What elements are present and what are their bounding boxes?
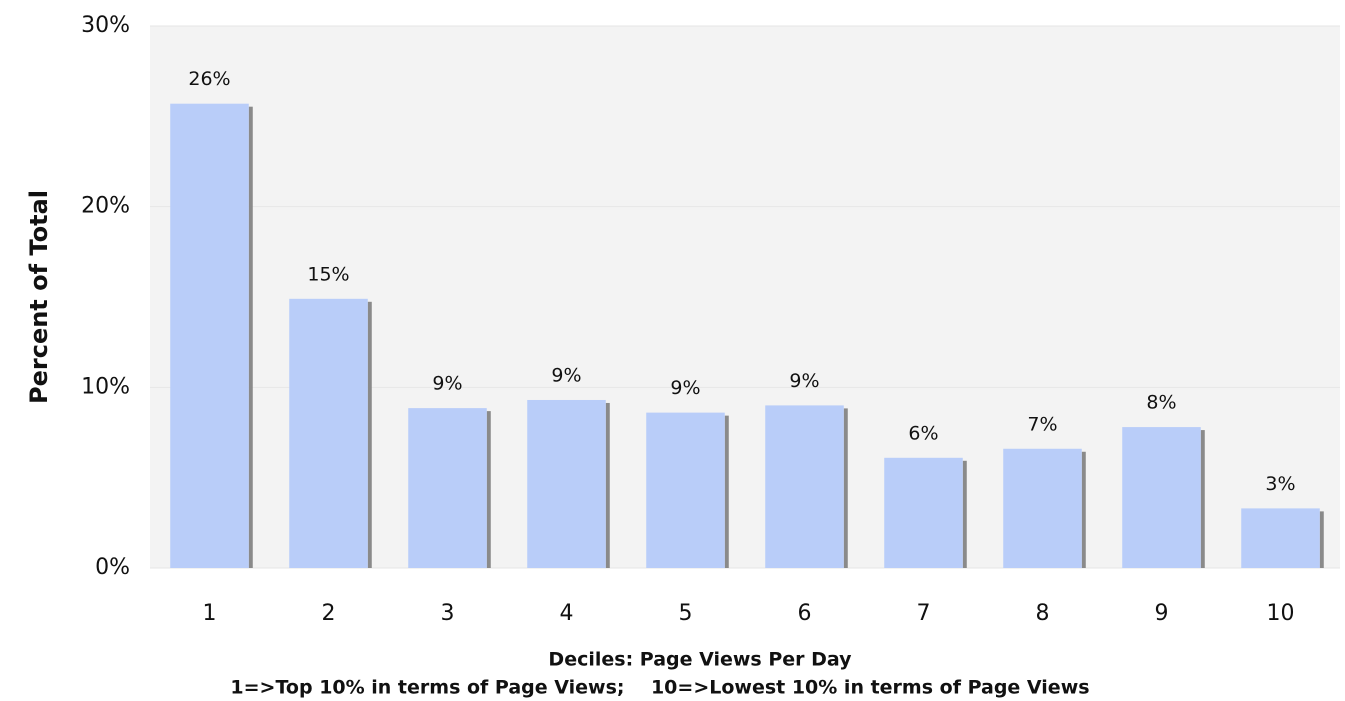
x-tick-label: 9 bbox=[1155, 601, 1169, 626]
x-tick-label: 10 bbox=[1267, 601, 1295, 626]
value-label: 26% bbox=[188, 68, 230, 90]
x-tick-label: 3 bbox=[441, 601, 455, 626]
bar bbox=[170, 103, 249, 568]
x-tick-label: 1 bbox=[203, 601, 217, 626]
x-tick-label: 7 bbox=[917, 601, 931, 626]
bar-shadow bbox=[248, 106, 253, 568]
y-tick-label: 0% bbox=[95, 555, 130, 580]
value-label: 8% bbox=[1146, 392, 1176, 414]
bar-shadow bbox=[724, 415, 729, 568]
bar-shadow bbox=[367, 301, 372, 568]
bar bbox=[1122, 427, 1201, 568]
value-label: 9% bbox=[432, 373, 462, 395]
bar-shadow bbox=[1319, 511, 1324, 568]
x-tick-label: 5 bbox=[679, 601, 693, 626]
y-tick-label: 10% bbox=[81, 374, 130, 399]
bar-shadow bbox=[1081, 451, 1086, 568]
x-tick-label: 2 bbox=[322, 601, 336, 626]
x-axis-subtitle: 1=>Top 10% in terms of Page Views; 10=>L… bbox=[230, 677, 1089, 699]
y-tick-label: 30% bbox=[81, 13, 130, 38]
x-axis-title: Deciles: Page Views Per Day bbox=[548, 649, 852, 671]
value-label: 6% bbox=[908, 422, 938, 444]
bar bbox=[765, 405, 844, 568]
bar-shadow bbox=[962, 460, 967, 568]
y-axis-title: Percent of Total bbox=[25, 190, 53, 404]
value-label: 9% bbox=[789, 370, 819, 392]
bar bbox=[646, 412, 725, 568]
value-label: 15% bbox=[307, 263, 349, 285]
bar bbox=[1241, 508, 1320, 568]
bar-shadow bbox=[605, 402, 610, 568]
bar bbox=[884, 457, 963, 568]
bar-shadow bbox=[486, 411, 491, 568]
bar-shadow bbox=[1200, 430, 1205, 568]
value-label: 7% bbox=[1027, 413, 1057, 435]
bar bbox=[289, 298, 368, 568]
value-label: 3% bbox=[1265, 473, 1295, 495]
bar bbox=[408, 408, 487, 568]
value-label: 9% bbox=[551, 364, 581, 386]
value-label: 9% bbox=[670, 377, 700, 399]
bar bbox=[1003, 448, 1082, 568]
x-tick-label: 8 bbox=[1036, 601, 1050, 626]
x-tick-label: 6 bbox=[798, 601, 812, 626]
y-tick-label: 20% bbox=[81, 194, 130, 219]
bar bbox=[527, 399, 606, 568]
bar-shadow bbox=[843, 408, 848, 568]
x-tick-label: 4 bbox=[560, 601, 574, 626]
